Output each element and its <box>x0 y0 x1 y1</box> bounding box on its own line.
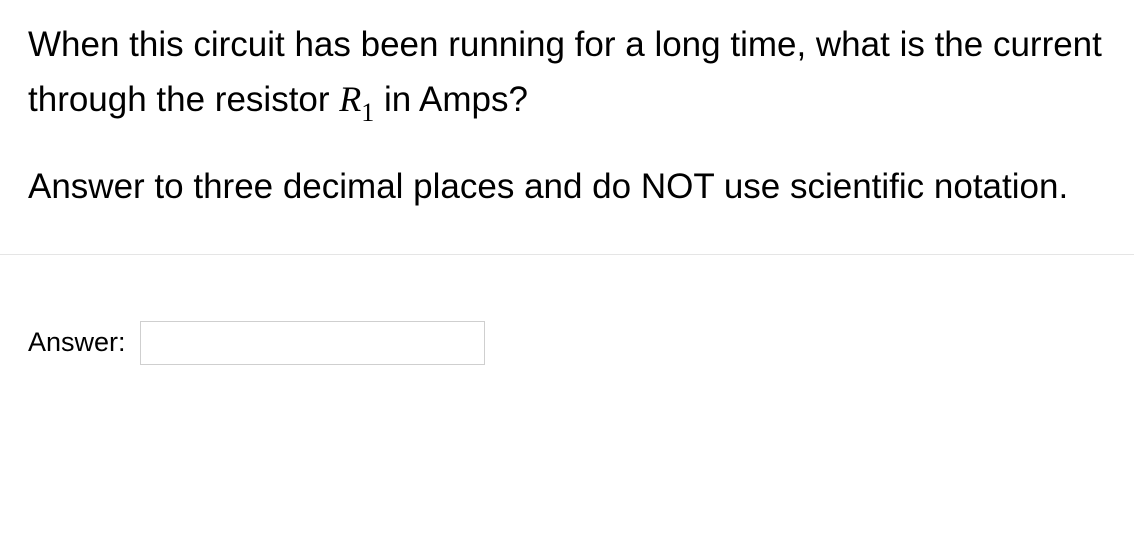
math-subscript: 1 <box>361 98 374 127</box>
answer-input[interactable] <box>140 321 485 365</box>
answer-section: Answer: <box>0 255 1134 365</box>
question-text-prefix: When this circuit has been running for a… <box>28 25 1102 119</box>
question-container: When this circuit has been running for a… <box>0 0 1134 214</box>
question-text-suffix: in Amps? <box>374 80 528 119</box>
answer-label: Answer: <box>28 327 126 358</box>
question-text: When this circuit has been running for a… <box>28 18 1106 132</box>
math-variable: R <box>339 79 361 119</box>
answer-row: Answer: <box>28 273 1106 365</box>
instruction-text: Answer to three decimal places and do NO… <box>28 160 1106 214</box>
